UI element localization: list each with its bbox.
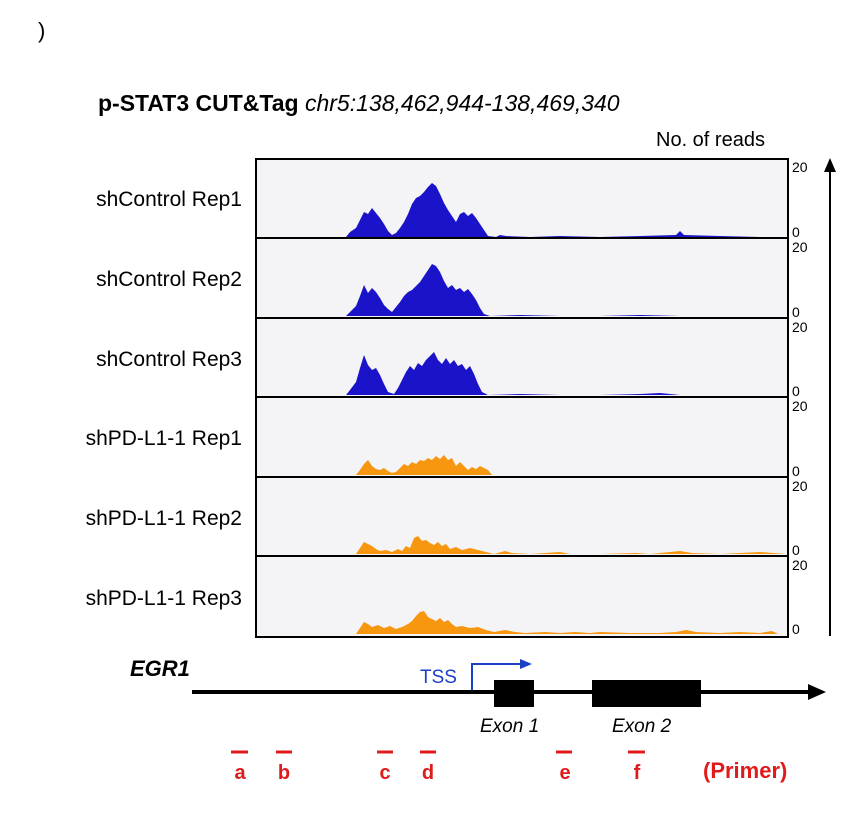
gene-name: EGR1 <box>130 656 190 681</box>
track-separators <box>256 237 788 557</box>
track-1-min: 0 <box>792 224 800 240</box>
primer-e: e <box>559 762 571 784</box>
title-coordinates: chr5:138,462,944-138,469,340 <box>304 90 620 116</box>
track-1-max: 20 <box>792 159 808 175</box>
track-label-6: shPD-L1-1 Rep3 <box>85 587 242 610</box>
title-assay: p-STAT3 CUT&Tag <box>98 90 299 116</box>
track-3-max: 20 <box>792 319 808 335</box>
track-5-min: 0 <box>792 542 800 558</box>
page-title: p-STAT3 CUT&Tag chr5:138,462,944-138,469… <box>98 90 620 117</box>
track-4-min: 0 <box>792 463 800 479</box>
coverage-track-6 <box>356 611 786 634</box>
corner-mark: ) <box>38 18 46 43</box>
y-axis-label: No. of reads <box>656 129 765 151</box>
coverage-track-5 <box>356 536 786 554</box>
track-label-5: shPD-L1-1 Rep2 <box>85 507 242 530</box>
track-5-max: 20 <box>792 478 808 494</box>
primer-b: b <box>277 762 291 784</box>
primer-f: f <box>633 762 641 784</box>
track-6-min: 0 <box>792 621 800 637</box>
track-2-max: 20 <box>792 239 808 255</box>
exon-1-block <box>494 680 534 707</box>
track-3-min: 0 <box>792 383 800 399</box>
exon-2-label: Exon 2 <box>612 716 672 737</box>
primer-a: a <box>234 762 246 784</box>
track-label-1: shControl Rep1 <box>96 188 242 211</box>
gene-axis-arrowhead <box>808 684 826 700</box>
coverage-track-3 <box>346 352 786 395</box>
primer-legend: (Primer) <box>703 758 788 783</box>
track-label-3: shControl Rep3 <box>96 348 242 371</box>
track-2-min: 0 <box>792 304 800 320</box>
primer-c: c <box>379 762 391 784</box>
track-6-max: 20 <box>792 557 808 573</box>
tss-arrowhead <box>520 659 532 669</box>
exon-2-block <box>592 680 701 707</box>
y-axis-arrowhead <box>824 158 836 172</box>
coverage-track-1 <box>346 183 786 237</box>
tss-label: TSS <box>420 667 457 688</box>
coverage-track-2 <box>346 264 786 316</box>
coverage-track-4 <box>356 455 492 475</box>
primer-d: d <box>421 762 435 784</box>
track-label-2: shControl Rep2 <box>96 268 242 291</box>
exon-1-label: Exon 1 <box>480 716 540 737</box>
track-4-max: 20 <box>792 398 808 414</box>
track-label-4: shPD-L1-1 Rep1 <box>85 427 242 450</box>
tss-arrow <box>471 663 522 690</box>
